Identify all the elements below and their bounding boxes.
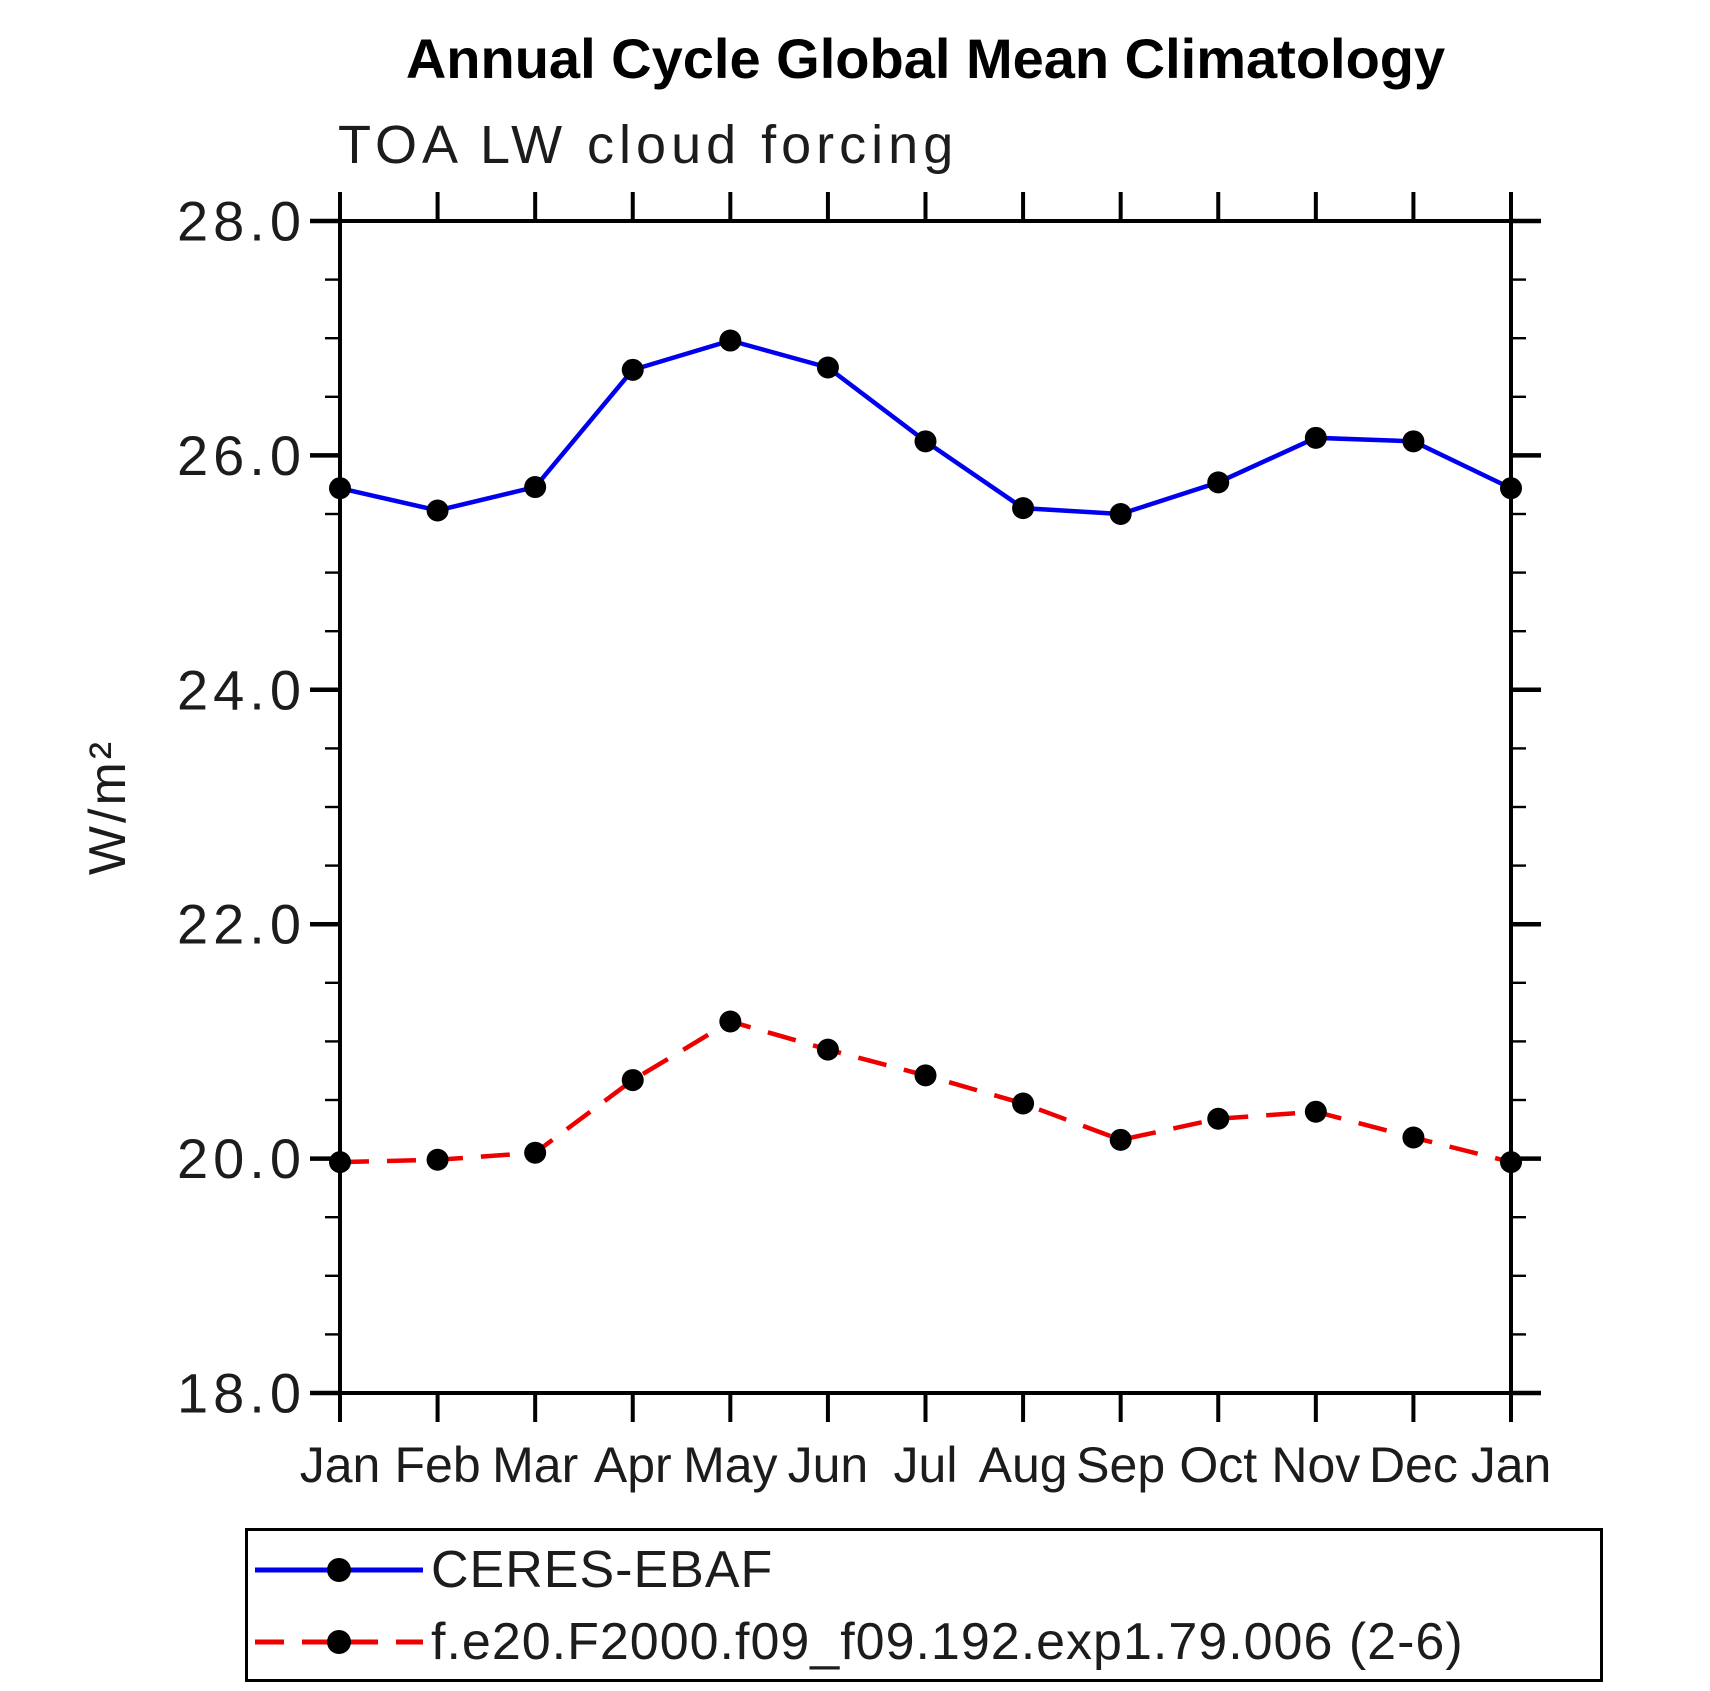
y-axis-label: W/m² [79, 739, 137, 875]
y-tick-label: 20.0 [177, 1127, 306, 1190]
series-line-0 [339, 338, 1512, 517]
legend-swatch-ceres [255, 1558, 423, 1582]
x-tick-label: Dec [1369, 1437, 1458, 1493]
legend-label-ceres: CERES-EBAF [431, 1541, 774, 1599]
data-point [914, 1064, 937, 1087]
series-line-1 [339, 1019, 1512, 1165]
chart-subtitle: TOA LW cloud forcing [338, 115, 959, 175]
chart-title: Annual Cycle Global Mean Climatology [405, 27, 1446, 90]
data-point [1207, 471, 1230, 494]
data-point [816, 1038, 839, 1061]
data-point [1304, 1100, 1327, 1123]
x-tick-label: Jul [894, 1437, 958, 1493]
plot-frame [338, 219, 1513, 1395]
data-point [426, 1148, 449, 1171]
data-point [621, 1069, 644, 1092]
data-point [1012, 1092, 1035, 1115]
data-point [816, 356, 839, 379]
data-point [1402, 430, 1425, 453]
data-point [1109, 1128, 1132, 1151]
x-tick-label: Jun [788, 1437, 869, 1493]
data-point [914, 430, 937, 453]
x-tick-label: Sep [1076, 1437, 1165, 1493]
y-tick-label: 18.0 [177, 1362, 306, 1425]
data-point [1402, 1126, 1425, 1149]
data-point [1012, 497, 1035, 520]
x-tick-label: Jan [300, 1437, 381, 1493]
data-point [719, 329, 742, 352]
x-tick-label: Oct [1179, 1437, 1257, 1493]
x-tick-label: Aug [979, 1437, 1068, 1493]
y-tick-label: 28.0 [177, 190, 306, 253]
legend-swatch-model [255, 1630, 423, 1654]
data-point [329, 1151, 351, 1174]
x-tick-label: Apr [594, 1437, 672, 1493]
data-point [329, 477, 351, 500]
y-tick-label: 26.0 [177, 424, 306, 487]
data-point [719, 1010, 742, 1033]
legend-label-model: f.e20.F2000.f09_f09.192.exp1.79.006 (2-6… [431, 1613, 1464, 1671]
data-point [1500, 1151, 1522, 1174]
x-tick-label: Jan [1471, 1437, 1552, 1493]
x-tick-label: Mar [492, 1437, 578, 1493]
y-tick-label: 22.0 [177, 893, 306, 956]
data-point [621, 358, 644, 381]
data-point [524, 1141, 547, 1164]
data-point [426, 499, 449, 522]
data-point [1304, 426, 1327, 449]
data-point [1207, 1107, 1230, 1130]
data-point [1500, 477, 1522, 500]
legend: CERES-EBAF f.e20.F2000.f09_f09.192.exp1.… [245, 1528, 1603, 1682]
legend-row-ceres: CERES-EBAF [253, 1541, 773, 1599]
data-point [1109, 503, 1132, 525]
x-tick-label: Nov [1271, 1437, 1360, 1493]
legend-row-model: f.e20.F2000.f09_f09.192.exp1.79.006 (2-6… [253, 1613, 1464, 1671]
x-tick-label: May [683, 1437, 777, 1493]
data-point [524, 476, 547, 499]
y-tick-label: 24.0 [177, 658, 306, 721]
x-tick-label: Feb [394, 1437, 480, 1493]
